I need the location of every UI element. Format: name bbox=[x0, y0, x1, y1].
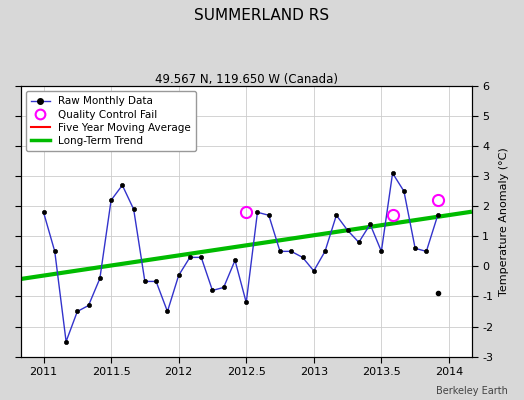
Raw Monthly Data bbox=[209, 288, 215, 293]
Raw Monthly Data bbox=[243, 300, 249, 305]
Raw Monthly Data bbox=[311, 268, 317, 273]
Raw Monthly Data bbox=[108, 198, 114, 203]
Raw Monthly Data bbox=[221, 285, 227, 290]
Raw Monthly Data bbox=[74, 309, 81, 314]
Text: Berkeley Earth: Berkeley Earth bbox=[436, 386, 508, 396]
Raw Monthly Data bbox=[141, 279, 148, 284]
Raw Monthly Data bbox=[165, 309, 171, 314]
Raw Monthly Data bbox=[412, 246, 418, 251]
Raw Monthly Data bbox=[232, 258, 238, 263]
Raw Monthly Data bbox=[367, 222, 373, 227]
Raw Monthly Data bbox=[254, 210, 260, 215]
Raw Monthly Data bbox=[97, 276, 103, 281]
Raw Monthly Data bbox=[288, 249, 294, 254]
Raw Monthly Data bbox=[85, 303, 92, 308]
Raw Monthly Data bbox=[423, 249, 430, 254]
Raw Monthly Data bbox=[40, 210, 47, 215]
Raw Monthly Data bbox=[266, 213, 272, 218]
Y-axis label: Temperature Anomaly (°C): Temperature Anomaly (°C) bbox=[499, 147, 509, 296]
Raw Monthly Data bbox=[198, 255, 204, 260]
Raw Monthly Data bbox=[153, 279, 159, 284]
Raw Monthly Data bbox=[378, 249, 385, 254]
Raw Monthly Data bbox=[187, 255, 193, 260]
Raw Monthly Data bbox=[63, 339, 69, 344]
Raw Monthly Data bbox=[119, 183, 125, 188]
Legend: Raw Monthly Data, Quality Control Fail, Five Year Moving Average, Long-Term Tren: Raw Monthly Data, Quality Control Fail, … bbox=[26, 91, 196, 151]
Line: Raw Monthly Data: Raw Monthly Data bbox=[41, 171, 440, 344]
Raw Monthly Data bbox=[277, 249, 283, 254]
Raw Monthly Data bbox=[401, 189, 407, 194]
Raw Monthly Data bbox=[356, 240, 362, 245]
Raw Monthly Data bbox=[344, 228, 351, 233]
Raw Monthly Data bbox=[389, 171, 396, 176]
Raw Monthly Data bbox=[434, 213, 441, 218]
Text: SUMMERLAND RS: SUMMERLAND RS bbox=[194, 8, 330, 23]
Raw Monthly Data bbox=[51, 249, 58, 254]
Title: 49.567 N, 119.650 W (Canada): 49.567 N, 119.650 W (Canada) bbox=[155, 73, 338, 86]
Raw Monthly Data bbox=[299, 255, 305, 260]
Raw Monthly Data bbox=[176, 273, 182, 278]
Raw Monthly Data bbox=[322, 249, 328, 254]
Raw Monthly Data bbox=[130, 207, 137, 212]
Raw Monthly Data bbox=[333, 213, 340, 218]
